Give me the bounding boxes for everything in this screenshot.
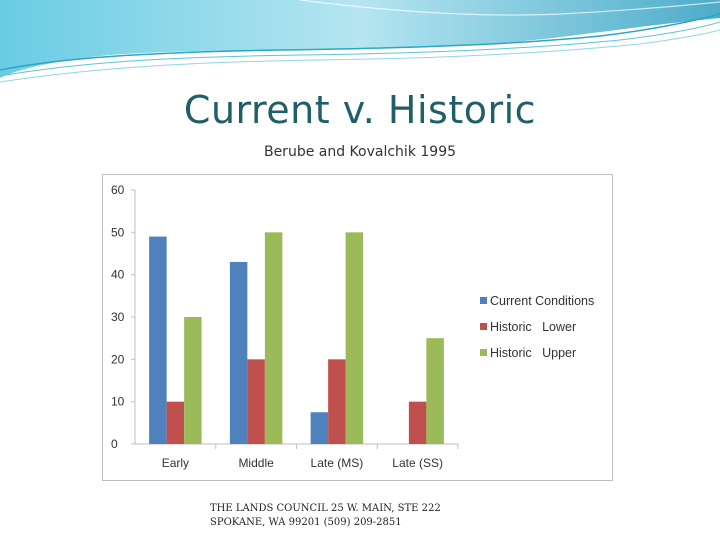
bar-historic-upper-late-ms- <box>345 232 364 444</box>
x-category-label: Late (MS) <box>311 456 364 470</box>
bar-current-conditions-middle <box>229 261 248 444</box>
bar-historic-lower-late-ss- <box>408 401 427 444</box>
bar-historic-upper-middle <box>264 232 283 444</box>
y-tick-label: 40 <box>111 268 125 282</box>
bar-historic-lower-early <box>166 401 185 444</box>
x-category-label: Middle <box>238 456 274 470</box>
legend-label: Historic Upper <box>490 346 576 360</box>
x-category-label: Late (SS) <box>392 456 443 470</box>
bar-chart: 0 10 20 30 40 50 60 Early Middle Late (MS) Late (S… <box>111 183 594 470</box>
y-tick-label: 20 <box>111 352 125 366</box>
slide-title: Current v. Historic <box>183 88 537 132</box>
footer-line-1: THE LANDS COUNCIL 25 W. MAIN, STE 222 <box>210 503 441 514</box>
header-wave-decoration <box>0 0 720 83</box>
legend-swatch <box>480 323 487 330</box>
legend-label: Historic Lower <box>490 320 576 334</box>
bar-historic-upper-early <box>184 317 202 444</box>
bar-historic-upper-late-ss- <box>426 338 444 444</box>
y-tick-label: 0 <box>111 437 118 451</box>
legend-swatch <box>480 349 487 356</box>
legend-swatch <box>480 297 487 304</box>
bar-current-conditions-early <box>149 236 167 444</box>
slide-subtitle: Berube and Kovalchik 1995 <box>263 144 457 160</box>
chart-frame: 0 10 20 30 40 50 60 Early Middle Late (MS) Late (S… <box>102 174 613 481</box>
footer-line-2: SPOKANE, WA 99201 (509) 209-2851 <box>210 517 402 528</box>
footer-address: THE LANDS COUNCIL 25 W. MAIN, STE 222 SP… <box>210 502 441 530</box>
x-category-label: Early <box>162 456 189 470</box>
y-tick-label: 30 <box>111 310 125 324</box>
y-tick-label: 10 <box>111 395 125 409</box>
y-tick-label: 60 <box>111 183 125 197</box>
y-tick-label: 50 <box>111 225 125 239</box>
bar-historic-lower-middle <box>247 359 265 444</box>
bar-current-conditions-late-ms- <box>310 412 329 444</box>
legend-label: Current Conditions <box>490 294 594 308</box>
bar-historic-lower-late-ms- <box>328 359 346 444</box>
